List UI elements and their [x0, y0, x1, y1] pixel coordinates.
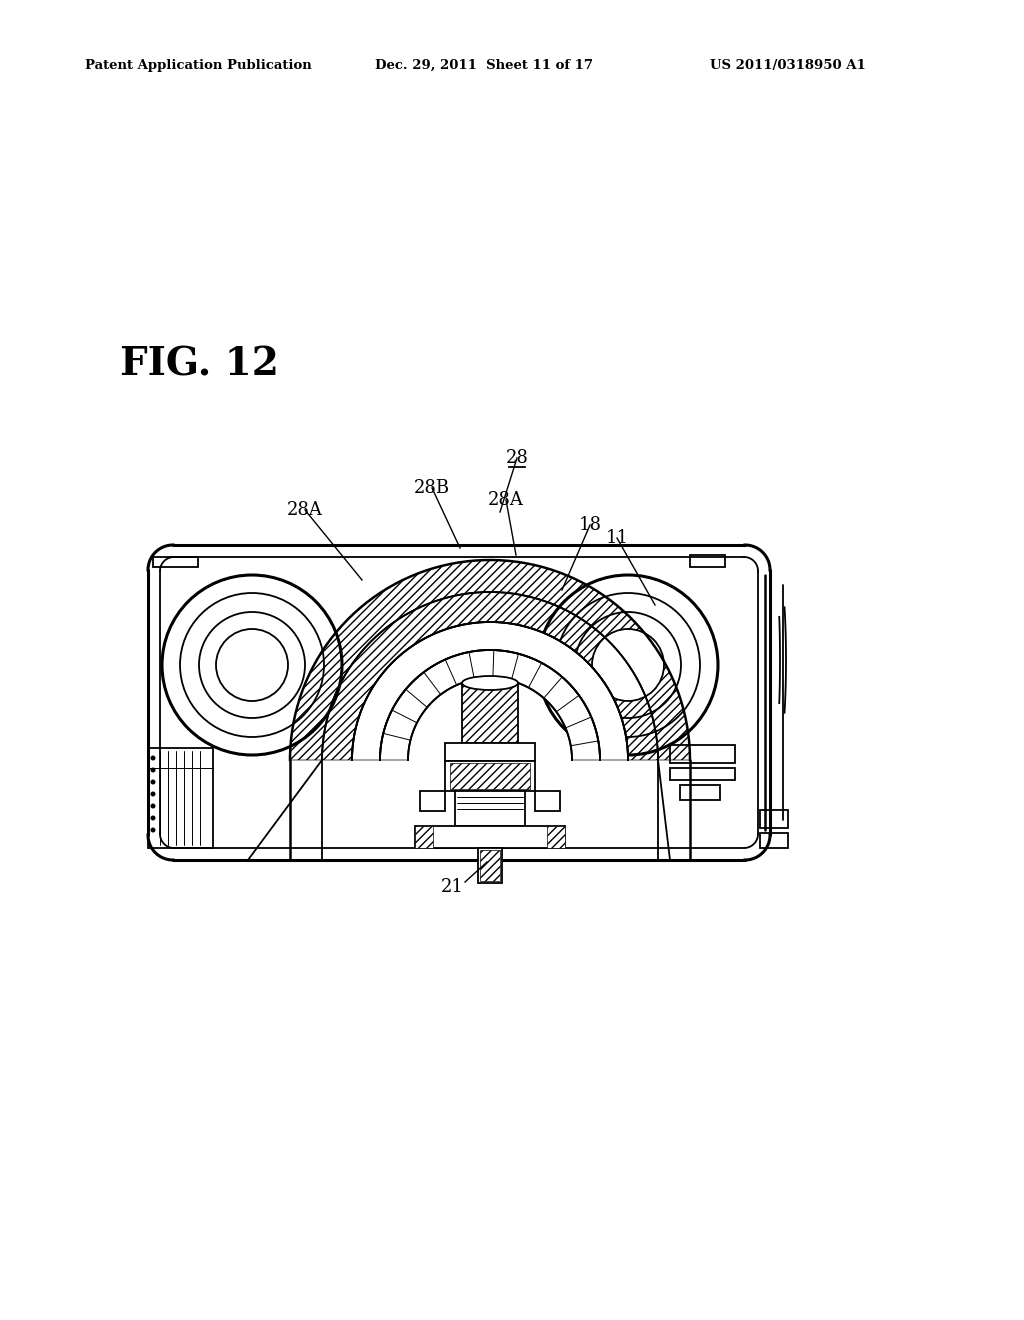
Bar: [420, 791, 445, 810]
Circle shape: [151, 804, 156, 808]
Bar: [547, 826, 565, 847]
Bar: [415, 826, 565, 847]
Bar: [670, 768, 735, 780]
Bar: [690, 554, 725, 568]
Text: US 2011/0318950 A1: US 2011/0318950 A1: [710, 58, 865, 71]
Circle shape: [216, 630, 288, 701]
Polygon shape: [173, 760, 322, 861]
Bar: [148, 748, 213, 847]
Circle shape: [151, 792, 156, 796]
Text: FIG. 12: FIG. 12: [120, 345, 279, 383]
Bar: [760, 810, 788, 828]
Circle shape: [151, 816, 156, 821]
Bar: [478, 847, 502, 883]
Bar: [760, 833, 788, 847]
Bar: [153, 557, 198, 568]
Text: Patent Application Publication: Patent Application Publication: [85, 58, 311, 71]
Text: 18: 18: [579, 516, 601, 535]
Circle shape: [151, 767, 156, 772]
Bar: [450, 763, 530, 789]
Polygon shape: [290, 560, 690, 760]
Bar: [535, 791, 560, 810]
Ellipse shape: [462, 676, 518, 690]
Text: 28: 28: [506, 449, 528, 467]
Bar: [445, 743, 535, 762]
Bar: [462, 682, 518, 743]
Polygon shape: [322, 591, 658, 760]
Text: 11: 11: [605, 529, 629, 546]
Bar: [480, 850, 500, 880]
Circle shape: [592, 630, 664, 701]
Text: 28B: 28B: [414, 479, 451, 498]
Bar: [415, 826, 433, 847]
Circle shape: [151, 755, 156, 760]
Polygon shape: [352, 622, 628, 760]
Polygon shape: [380, 649, 600, 760]
Circle shape: [151, 828, 156, 833]
Bar: [680, 785, 720, 800]
Bar: [455, 791, 525, 826]
Text: 28A: 28A: [287, 502, 323, 519]
Bar: [445, 762, 535, 791]
Text: 21: 21: [440, 878, 464, 896]
Circle shape: [151, 780, 156, 784]
Text: Dec. 29, 2011  Sheet 11 of 17: Dec. 29, 2011 Sheet 11 of 17: [375, 58, 593, 71]
Text: 28A: 28A: [488, 491, 524, 510]
Bar: [670, 744, 735, 763]
Polygon shape: [408, 678, 572, 760]
